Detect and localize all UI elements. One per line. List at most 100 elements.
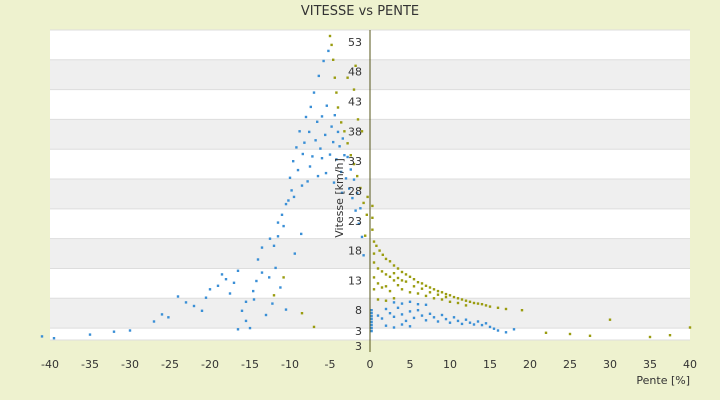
data-point — [264, 313, 268, 317]
data-point — [292, 195, 296, 199]
data-point — [444, 317, 448, 321]
data-point — [412, 316, 416, 320]
data-point — [504, 331, 508, 334]
data-point — [349, 154, 352, 157]
data-point — [464, 299, 468, 302]
data-point — [324, 171, 328, 175]
x-tick-label: 5 — [407, 358, 414, 371]
data-point — [248, 326, 252, 330]
y-tick-label: 23 — [348, 215, 362, 228]
data-point — [312, 91, 316, 94]
data-point — [335, 91, 338, 94]
y-tick-label: 33 — [348, 155, 362, 168]
data-point — [476, 320, 480, 323]
x-tick-label: 0 — [367, 358, 374, 371]
data-point — [440, 298, 444, 301]
data-point — [468, 321, 472, 324]
data-point — [236, 328, 240, 331]
data-point — [472, 323, 476, 326]
data-point — [320, 157, 324, 160]
data-point — [260, 246, 264, 249]
data-point — [504, 307, 508, 311]
data-point — [282, 276, 285, 279]
x-tick-label: 30 — [603, 358, 617, 371]
data-point — [444, 295, 448, 299]
data-point — [352, 178, 356, 181]
data-point — [371, 216, 374, 219]
data-point — [224, 278, 228, 281]
data-point — [284, 202, 288, 206]
data-point — [544, 331, 548, 334]
data-point — [336, 130, 340, 134]
data-point — [236, 269, 240, 272]
data-point — [608, 318, 612, 321]
data-point — [192, 304, 196, 308]
data-point — [216, 284, 220, 287]
data-point — [400, 323, 404, 326]
data-point — [352, 162, 356, 166]
data-point — [309, 105, 312, 109]
data-point — [408, 275, 412, 278]
data-point — [488, 305, 492, 308]
y-tick-label: 3 — [355, 325, 362, 338]
data-point — [359, 186, 362, 190]
data-point — [480, 303, 484, 306]
data-point — [316, 174, 320, 178]
data-point — [412, 278, 416, 281]
data-point — [428, 291, 432, 294]
data-point — [384, 307, 388, 311]
data-point — [293, 252, 296, 255]
data-point — [392, 264, 396, 267]
data-point — [432, 288, 436, 291]
data-point — [354, 64, 357, 67]
data-point — [340, 170, 343, 174]
data-point — [668, 334, 672, 337]
data-point — [408, 300, 412, 303]
data-point — [346, 142, 349, 145]
data-point — [290, 189, 293, 192]
data-point — [424, 303, 428, 306]
data-point — [346, 155, 349, 159]
data-point — [279, 286, 282, 289]
data-point — [292, 160, 295, 163]
data-point — [436, 320, 440, 323]
data-point — [464, 318, 468, 321]
data-point — [448, 321, 452, 324]
data-point — [520, 309, 524, 312]
data-point — [244, 300, 248, 303]
data-point — [303, 141, 306, 144]
data-point — [362, 201, 365, 205]
data-point — [324, 133, 327, 137]
x-tick-labels: -40 -35 -30 -25 -20 -15 -10 -5 0 5 10 15 20 25 30 35 40 — [41, 358, 697, 371]
x-tick-label: -10 — [281, 358, 299, 371]
data-point — [52, 337, 56, 340]
data-point — [322, 59, 325, 63]
data-point — [340, 121, 343, 124]
data-point — [396, 267, 400, 270]
data-point — [295, 146, 298, 149]
data-point — [371, 228, 374, 231]
data-point — [228, 292, 232, 295]
data-point — [316, 120, 319, 123]
data-point — [167, 316, 170, 319]
data-point — [400, 313, 404, 316]
data-point — [396, 306, 400, 309]
x-tick-label: 15 — [483, 358, 497, 371]
data-point — [366, 195, 369, 199]
data-point — [432, 297, 436, 300]
data-point — [456, 301, 460, 305]
y-axis-label: Vitesse [km/h] — [333, 158, 346, 238]
chart-title: VITESSE vs PENTE — [301, 4, 419, 19]
data-point — [276, 221, 280, 224]
data-point — [404, 280, 408, 283]
x-tick-label: -25 — [161, 358, 179, 371]
data-point — [176, 295, 180, 298]
data-point — [300, 184, 304, 187]
data-point — [343, 130, 346, 133]
data-point — [272, 294, 276, 297]
data-point — [688, 326, 692, 329]
data-point — [260, 271, 264, 274]
data-point — [400, 302, 404, 305]
